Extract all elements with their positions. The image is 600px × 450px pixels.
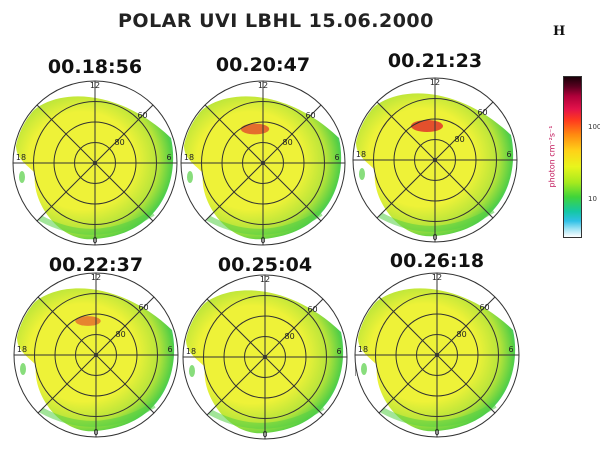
polar-auroral-panel: 60 80 12 6 18 0 (180, 80, 346, 246)
mlt-label-left: 18 (358, 345, 368, 354)
mlt-label-top: 12 (432, 273, 442, 282)
lat-label-inner: 80 (455, 135, 465, 144)
panel-time-label: 00.26:18 (389, 250, 485, 272)
panel-time-label: 00.18:56 (47, 56, 143, 78)
panel-time-label: 00.25:04 (217, 254, 313, 276)
mlt-label-top: 12 (260, 275, 270, 284)
mlt-label-right: 6 (334, 153, 339, 162)
mlt-label-bottom: 0 (93, 428, 98, 437)
lat-label-inner: 80 (285, 332, 295, 341)
polar-auroral-panel: 60 80 12 6 18 0 (354, 272, 520, 438)
mlt-label-right: 6 (167, 345, 172, 354)
mlt-label-top: 12 (258, 81, 268, 90)
mlt-label-left: 18 (186, 347, 196, 356)
mlt-label-bottom: 0 (92, 236, 97, 245)
lat-label-inner: 80 (115, 138, 125, 147)
mlt-label-left: 18 (356, 150, 366, 159)
colorbar-letter: H (553, 24, 566, 39)
polar-auroral-panel: 60 80 12 6 18 0 (352, 77, 518, 243)
mlt-label-bottom: 0 (434, 428, 439, 437)
lat-label-outer: 60 (137, 111, 147, 120)
mlt-label-top: 12 (430, 78, 440, 87)
mlt-label-left: 18 (17, 345, 27, 354)
lat-label-outer: 60 (307, 305, 317, 314)
panel-time-label: 00.21:23 (387, 50, 483, 72)
polar-auroral-panel: 60 80 12 6 18 0 (12, 80, 178, 246)
lat-label-inner: 80 (116, 330, 126, 339)
mlt-label-top: 12 (90, 81, 100, 90)
lat-label-inner: 80 (457, 330, 467, 339)
polar-auroral-panel: 60 80 12 6 18 0 (13, 272, 179, 438)
mlt-label-right: 6 (508, 345, 513, 354)
mlt-label-right: 6 (166, 153, 171, 162)
mlt-label-left: 18 (184, 153, 194, 162)
figure-title: POLAR UVI LBHL 15.06.2000 (118, 10, 434, 32)
lat-label-outer: 60 (305, 111, 315, 120)
colorbar (563, 76, 582, 238)
mlt-label-right: 6 (506, 150, 511, 159)
lat-label-inner: 80 (283, 138, 293, 147)
colorbar-unit-label: photon cm⁻²s⁻¹ (547, 125, 557, 188)
auroral-bright-spot (75, 316, 101, 326)
mlt-label-bottom: 0 (262, 430, 267, 439)
lat-label-outer: 60 (479, 303, 489, 312)
mlt-label-left: 18 (16, 153, 26, 162)
lat-label-outer: 60 (138, 303, 148, 312)
mlt-label-bottom: 0 (432, 233, 437, 242)
colorbar-tick-high: 100 (588, 123, 600, 131)
auroral-bright-spot (411, 120, 443, 132)
mlt-label-right: 6 (336, 347, 341, 356)
lat-label-outer: 60 (477, 108, 487, 117)
mlt-label-bottom: 0 (260, 236, 265, 245)
polar-auroral-panel: 60 80 12 6 18 0 (182, 274, 348, 440)
mlt-label-top: 12 (91, 273, 101, 282)
auroral-bright-spot (240, 123, 270, 135)
colorbar-tick-low: 10 (588, 195, 597, 203)
panel-time-label: 00.22:37 (48, 254, 144, 276)
panel-time-label: 00.20:47 (215, 54, 311, 76)
